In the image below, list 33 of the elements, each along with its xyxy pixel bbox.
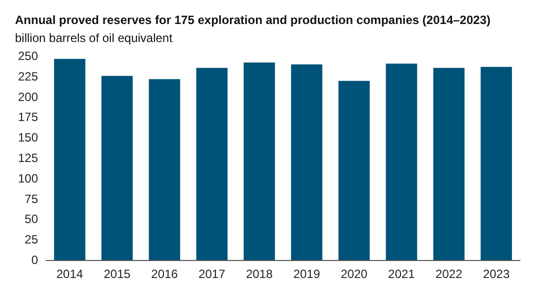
y-tick-label: 250 [18,49,38,63]
y-tick-label: 75 [24,192,38,206]
bar [244,62,275,260]
y-axis-title: billion barrels of oil equivalent [15,31,174,45]
bar [101,76,133,260]
x-tick-label: 2020 [340,267,368,281]
x-tick-label: 2016 [151,267,178,281]
bar [386,64,418,260]
bar [433,68,465,260]
bar [54,58,86,260]
y-tick-label: 225 [18,69,38,84]
chart-title: Annual proved reserves for 175 exploration and production companies (2014–2023) [15,13,490,27]
x-tick-label: 2022 [436,267,463,281]
bar [338,80,370,260]
bar [291,64,322,260]
y-tick-label: 0 [31,253,38,267]
y-tick-label: 25 [24,232,38,247]
x-tick-label: 2021 [388,267,416,281]
y-tick-label: 50 [24,212,38,226]
y-tick-label: 175 [18,110,38,124]
x-tick-label: 2023 [482,267,510,281]
y-tick-label: 200 [18,90,38,104]
y-tick-label: 125 [18,151,38,165]
x-tick-label: 2015 [104,267,131,281]
x-tick-label: 2014 [56,267,84,281]
bar [480,66,512,260]
y-tick-label: 100 [18,171,38,186]
y-tick-label: 150 [18,130,38,145]
x-tick-label: 2018 [246,267,273,281]
bar [196,68,228,260]
x-tick-label: 2017 [198,267,226,281]
x-tick-label: 2019 [293,267,320,281]
bar [148,79,180,260]
